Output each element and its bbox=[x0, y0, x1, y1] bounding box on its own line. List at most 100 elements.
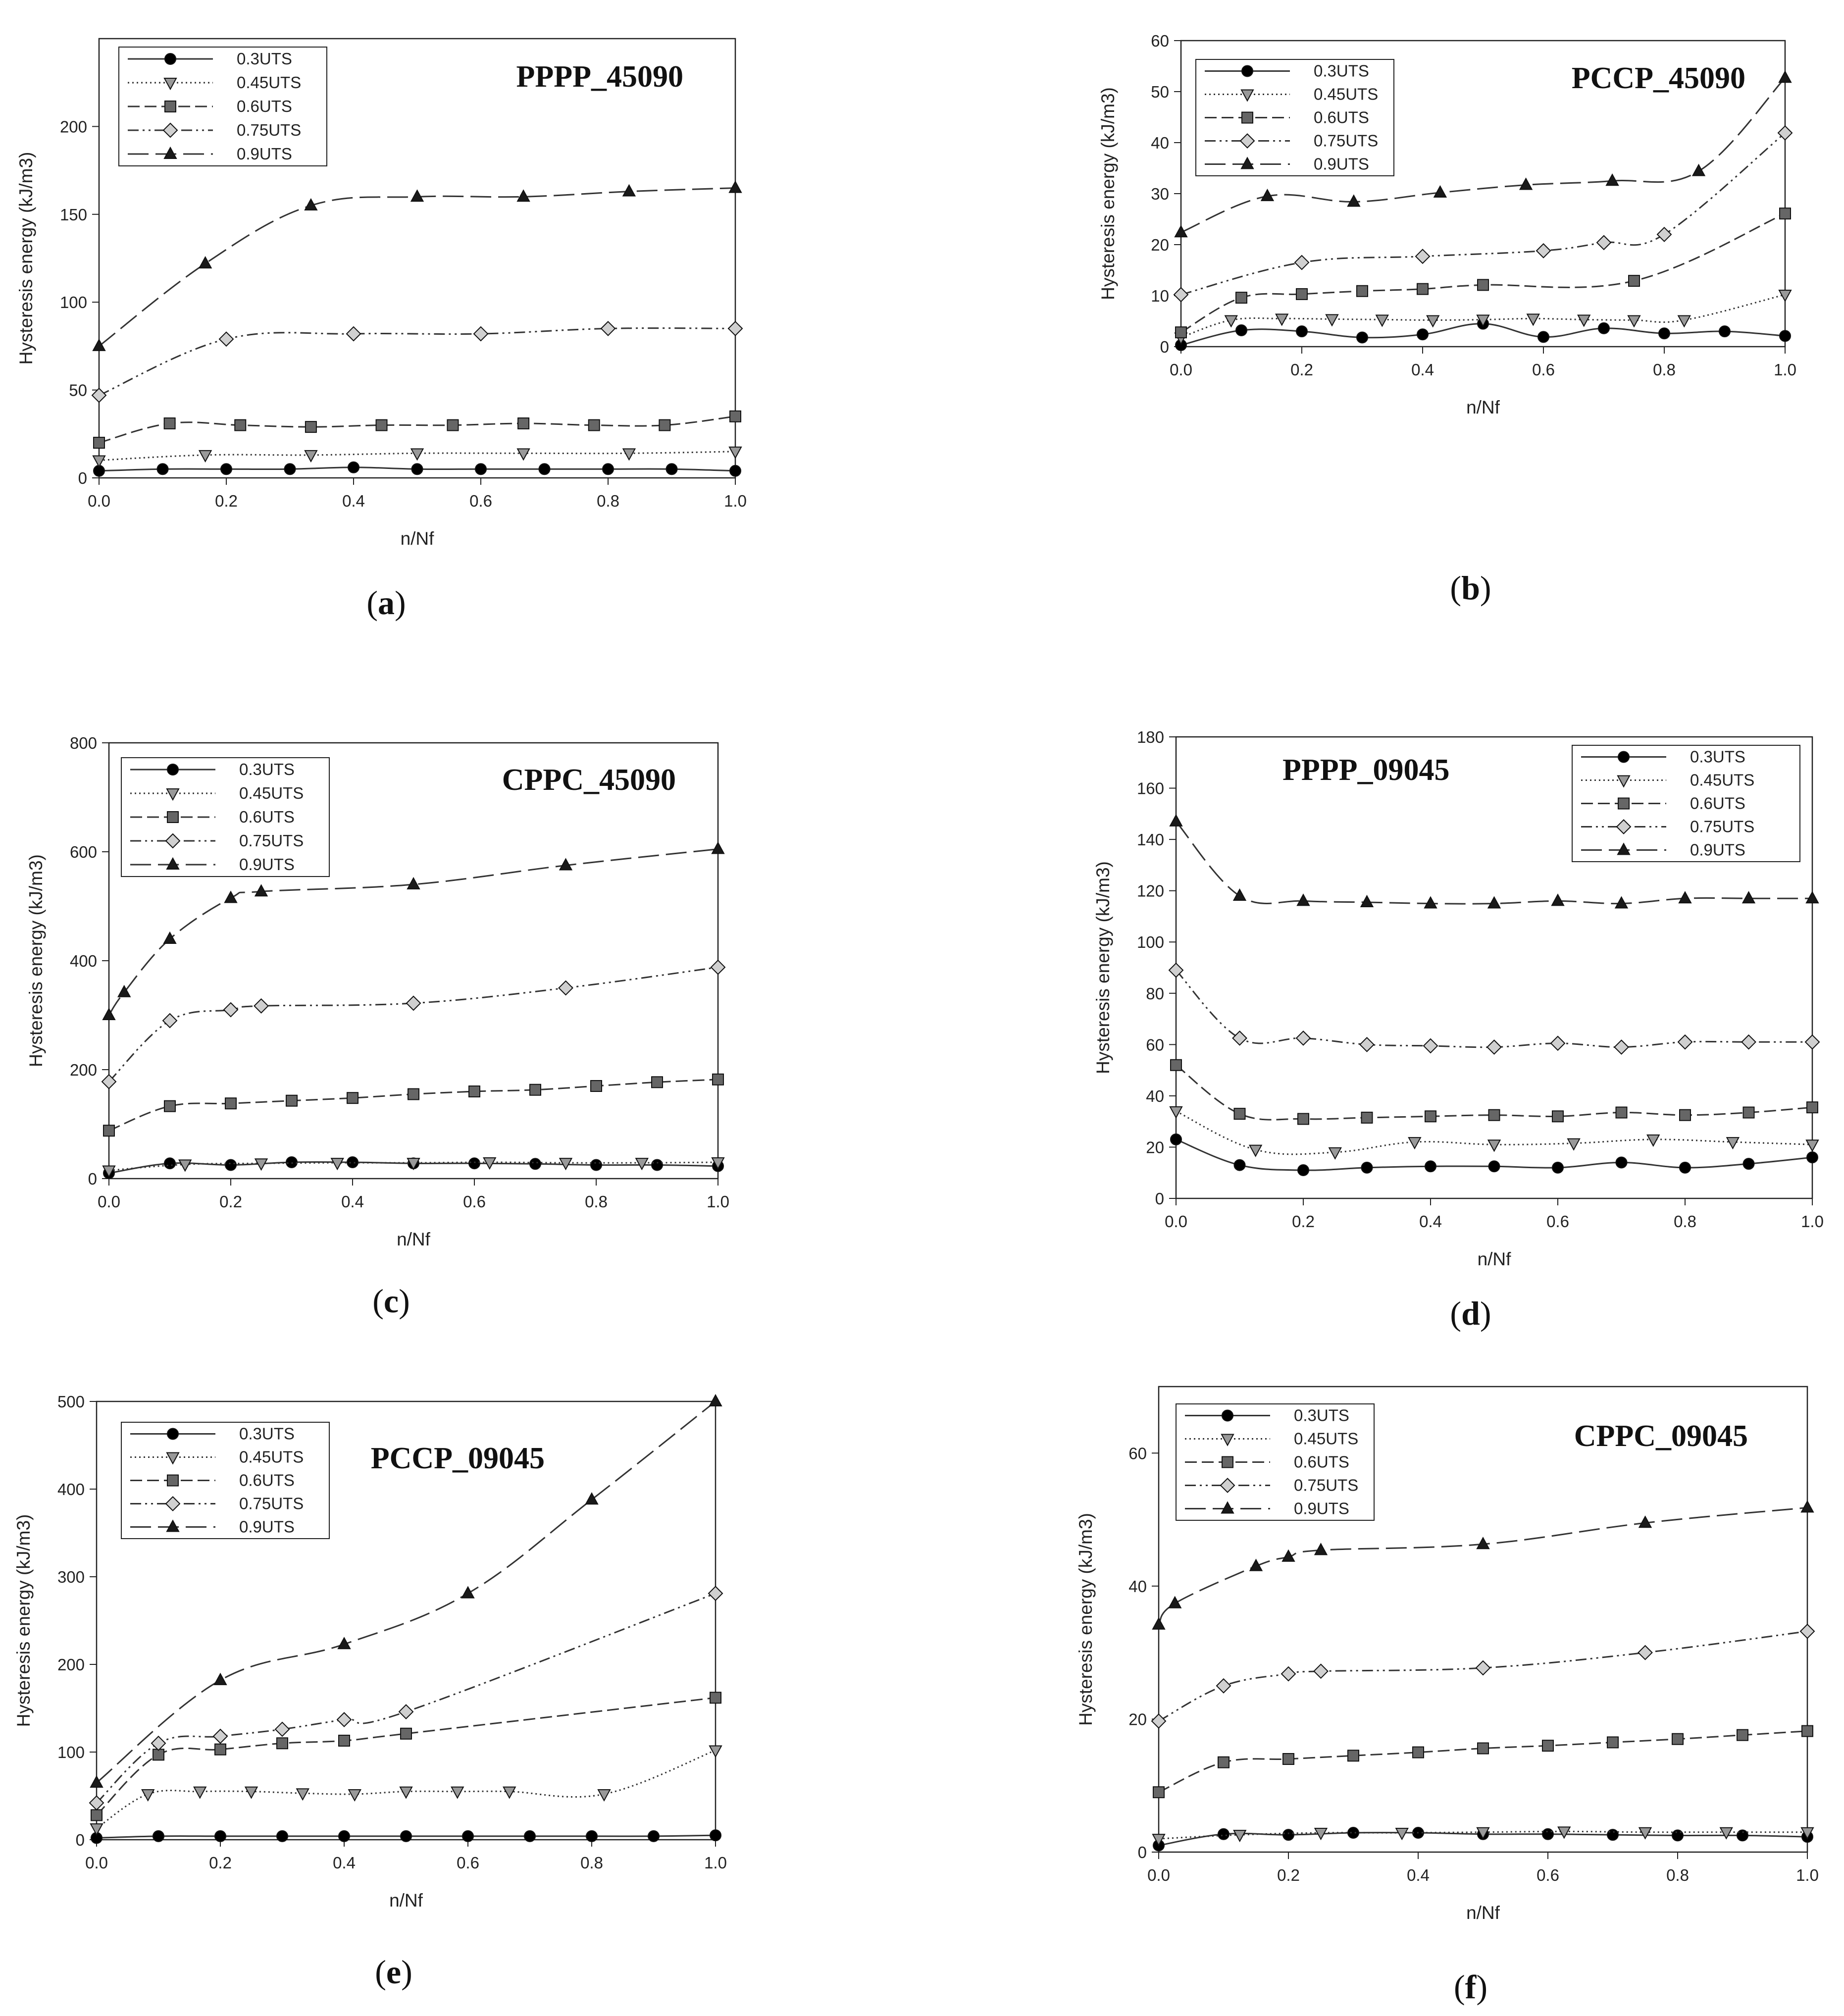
data-point bbox=[1359, 1036, 1375, 1052]
data-point bbox=[517, 417, 530, 430]
x-tick-label: 1.0 bbox=[1774, 361, 1796, 379]
data-point bbox=[1347, 1750, 1359, 1762]
data-point bbox=[224, 890, 238, 903]
data-point bbox=[1526, 313, 1540, 326]
data-point bbox=[254, 998, 269, 1014]
data-point bbox=[1719, 325, 1731, 338]
legend-label: 0.3UTS bbox=[1294, 1406, 1349, 1425]
data-point bbox=[1361, 1111, 1373, 1124]
data-point bbox=[254, 884, 268, 897]
data-point bbox=[103, 1125, 115, 1137]
data-point bbox=[234, 419, 247, 431]
data-point bbox=[1627, 315, 1641, 328]
legend-label: 0.6UTS bbox=[239, 1471, 295, 1490]
legend-marker bbox=[1222, 1456, 1233, 1468]
data-point bbox=[468, 1086, 480, 1097]
y-tick-label: 0 bbox=[88, 1170, 97, 1188]
data-point bbox=[276, 1737, 288, 1750]
data-point bbox=[590, 1080, 602, 1092]
x-tick-label: 0.2 bbox=[219, 1192, 242, 1211]
data-point bbox=[1638, 1515, 1652, 1528]
data-point bbox=[1678, 891, 1692, 904]
data-point bbox=[1169, 1106, 1183, 1119]
x-tick-label: 0.8 bbox=[597, 492, 619, 510]
data-point bbox=[1423, 1038, 1438, 1054]
legend-label: 0.3UTS bbox=[237, 50, 292, 68]
panel-caption: (f) bbox=[1454, 1968, 1487, 2006]
data-point bbox=[711, 1157, 725, 1170]
chart-title: CPPC_09045 bbox=[1574, 1419, 1748, 1453]
data-point bbox=[1233, 1108, 1246, 1120]
data-point bbox=[1679, 1161, 1691, 1174]
data-point bbox=[602, 463, 614, 475]
data-point bbox=[451, 1786, 464, 1799]
data-point bbox=[1598, 322, 1610, 334]
data-point bbox=[1347, 1827, 1359, 1839]
data-point bbox=[710, 1829, 721, 1842]
x-tick-label: 0.6 bbox=[1546, 1212, 1569, 1231]
data-point bbox=[400, 1727, 412, 1740]
data-point bbox=[1778, 289, 1792, 303]
data-point bbox=[254, 1158, 268, 1171]
legend-marker bbox=[167, 811, 179, 823]
legend: 0.3UTS 0.45UTS 0.6UTS 0.75UTS 0.9UTS bbox=[1195, 59, 1394, 176]
data-point bbox=[164, 1100, 176, 1112]
x-tick-label: 1.0 bbox=[707, 1192, 729, 1211]
plot-frame bbox=[98, 38, 736, 479]
data-point bbox=[153, 1830, 164, 1842]
data-point bbox=[1260, 189, 1275, 202]
x-tick-label: 0.0 bbox=[85, 1854, 108, 1872]
x-tick-label: 0.2 bbox=[215, 492, 238, 510]
data-point bbox=[330, 1158, 344, 1171]
y-tick-label: 80 bbox=[1146, 984, 1164, 1003]
x-tick-label: 0.4 bbox=[342, 492, 365, 510]
y-tick-label: 60 bbox=[1146, 1035, 1164, 1054]
data-point bbox=[1799, 1623, 1815, 1639]
x-tick-label: 0.6 bbox=[1537, 1866, 1559, 1884]
legend-marker bbox=[1618, 751, 1630, 763]
chart-panel-b: 0.0 0.2 0.4 0.6 0.8 1.0 0 10 20 30 40 50 60 n/Nf Hyste… bbox=[1098, 32, 1796, 607]
data-point bbox=[1742, 1158, 1755, 1170]
data-point bbox=[1347, 194, 1361, 207]
y-tick-label: 50 bbox=[69, 381, 87, 400]
data-point bbox=[1152, 1617, 1166, 1630]
panel-caption: (c) bbox=[372, 1282, 410, 1320]
data-point bbox=[90, 1775, 103, 1788]
data-point bbox=[1224, 315, 1238, 328]
y-tick-label: 30 bbox=[1151, 185, 1169, 203]
data-point bbox=[1542, 1828, 1554, 1840]
data-point bbox=[1800, 1500, 1814, 1513]
data-point bbox=[1615, 1156, 1628, 1169]
legend: 0.3UTS 0.45UTS 0.6UTS 0.75UTS 0.9UTS bbox=[118, 47, 327, 166]
series-line-0-75uts bbox=[96, 1593, 716, 1804]
y-tick-label: 60 bbox=[1151, 32, 1169, 50]
data-point bbox=[588, 419, 600, 431]
x-axis-title: n/Nf bbox=[389, 1890, 423, 1911]
y-tick-label: 200 bbox=[57, 1655, 85, 1674]
chart-panel-d: 0.0 0.2 0.4 0.6 0.8 1.0 0 20 40 60 80 100 120 140 160 1… bbox=[1093, 728, 1824, 1332]
series-line-0-9uts bbox=[99, 187, 736, 347]
data-point bbox=[213, 1672, 227, 1685]
data-point bbox=[710, 1692, 721, 1704]
data-point bbox=[727, 321, 743, 336]
data-point bbox=[1552, 1161, 1564, 1174]
series-line-0-45uts bbox=[96, 1750, 716, 1829]
legend-label: 0.6UTS bbox=[1294, 1453, 1349, 1471]
data-point bbox=[1218, 1756, 1229, 1768]
data-point bbox=[348, 1789, 361, 1802]
series-line-0-6uts bbox=[1176, 1064, 1813, 1121]
data-point bbox=[407, 1158, 420, 1171]
data-point bbox=[1646, 1134, 1660, 1147]
data-point bbox=[286, 1156, 298, 1168]
legend-marker bbox=[1220, 1478, 1235, 1493]
data-point bbox=[709, 1745, 722, 1758]
data-point bbox=[1656, 226, 1672, 242]
data-point bbox=[1679, 1109, 1691, 1121]
data-point bbox=[346, 326, 361, 342]
series-line-0-75uts bbox=[1180, 132, 1786, 296]
data-point bbox=[1567, 1138, 1581, 1151]
y-tick-label: 50 bbox=[1151, 83, 1169, 101]
chart-title: PCCP_09045 bbox=[371, 1442, 545, 1475]
y-tick-label: 200 bbox=[70, 1061, 97, 1079]
